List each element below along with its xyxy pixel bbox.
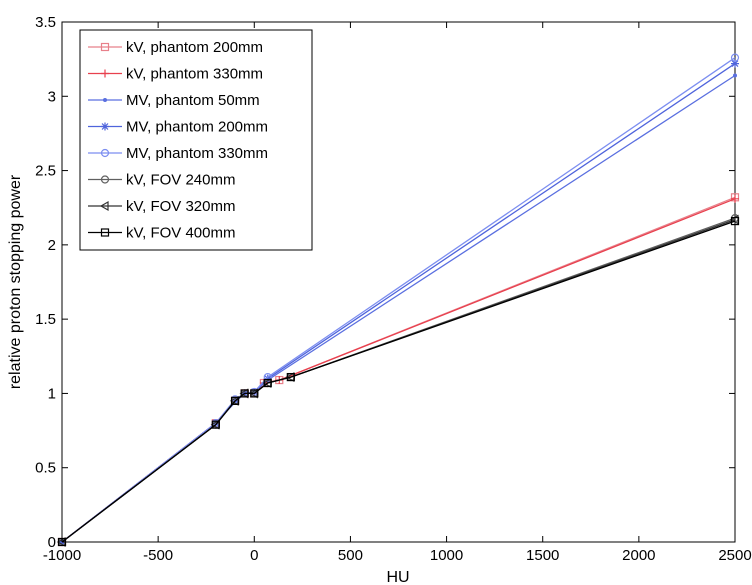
y-tick-label: 3: [48, 88, 56, 105]
data-point-plus: [731, 194, 739, 203]
data-point-triangle: [99, 200, 109, 212]
legend-item: kV, FOV 320mm: [88, 198, 235, 215]
legend-label: kV, phantom 200mm: [126, 39, 263, 56]
x-tick-label: 2000: [622, 547, 655, 564]
legend-label: kV, phantom 330mm: [126, 66, 263, 83]
y-axis-label: relative proton stopping power: [7, 174, 24, 389]
data-point-square: [100, 42, 110, 52]
y-tick-label: 0: [48, 534, 56, 551]
legend-label: MV, phantom 200mm: [126, 119, 268, 136]
data-point-dot: [733, 73, 737, 78]
data-point-circle: [730, 53, 740, 62]
data-point-square: [240, 389, 249, 398]
data-point-plus: [101, 69, 109, 78]
legend-item: kV, phantom 330mm: [88, 66, 263, 83]
data-point-circle: [100, 148, 110, 158]
x-tick-label: -1000: [43, 547, 81, 564]
data-point-star: [263, 374, 272, 383]
y-tick-label: 1: [48, 385, 56, 402]
x-tick-label: 1500: [526, 547, 559, 564]
data-point-square: [286, 372, 295, 382]
legend-item: kV, FOV 240mm: [88, 172, 235, 189]
x-tick-label: 500: [338, 547, 363, 564]
legend-item: MV, phantom 50mm: [88, 92, 260, 109]
data-point-dot: [103, 98, 107, 102]
data-point-star: [731, 59, 739, 68]
y-tick-label: 2.5: [35, 163, 56, 180]
x-axis-label: HU: [386, 569, 409, 585]
y-tick-label: 0.5: [35, 460, 56, 477]
x-tick-label: 1000: [430, 547, 463, 564]
data-point-square: [211, 420, 220, 429]
x-tick-label: -500: [143, 547, 173, 564]
data-point-square: [730, 216, 740, 226]
legend-label: MV, phantom 330mm: [126, 145, 268, 162]
y-tick-label: 2: [48, 237, 56, 254]
legend-label: kV, FOV 240mm: [126, 172, 235, 189]
data-point-square: [263, 378, 272, 388]
data-point-circle: [100, 175, 110, 184]
legend-label: MV, phantom 50mm: [126, 92, 260, 109]
data-point-star: [101, 122, 109, 131]
legend-item: MV, phantom 330mm: [88, 145, 268, 162]
data-point-square: [250, 389, 259, 398]
legend-item: MV, phantom 200mm: [88, 119, 268, 136]
legend-label: kV, FOV 320mm: [126, 198, 235, 215]
legend-item: kV, phantom 200mm: [88, 39, 263, 56]
x-tick-label: 2500: [718, 547, 751, 564]
y-tick-label: 1.5: [35, 311, 56, 328]
data-point-square: [230, 396, 240, 405]
x-tick-label: 0: [250, 547, 258, 564]
legend: kV, phantom 200mm kV, phantom 330mm MV, ph…: [79, 29, 313, 251]
legend-label: kV, FOV 400mm: [126, 225, 235, 242]
legend-box: [79, 29, 313, 251]
legend-item: kV, FOV 400mm: [88, 225, 235, 242]
ticks-layer: -1000 -500 0 500 1000 1500 2000 2500 0 0.5 1 1.5 2 2.…: [35, 14, 752, 564]
data-point-square: [100, 228, 110, 237]
y-tick-label: 3.5: [35, 14, 56, 31]
series-layer: [56, 53, 740, 548]
